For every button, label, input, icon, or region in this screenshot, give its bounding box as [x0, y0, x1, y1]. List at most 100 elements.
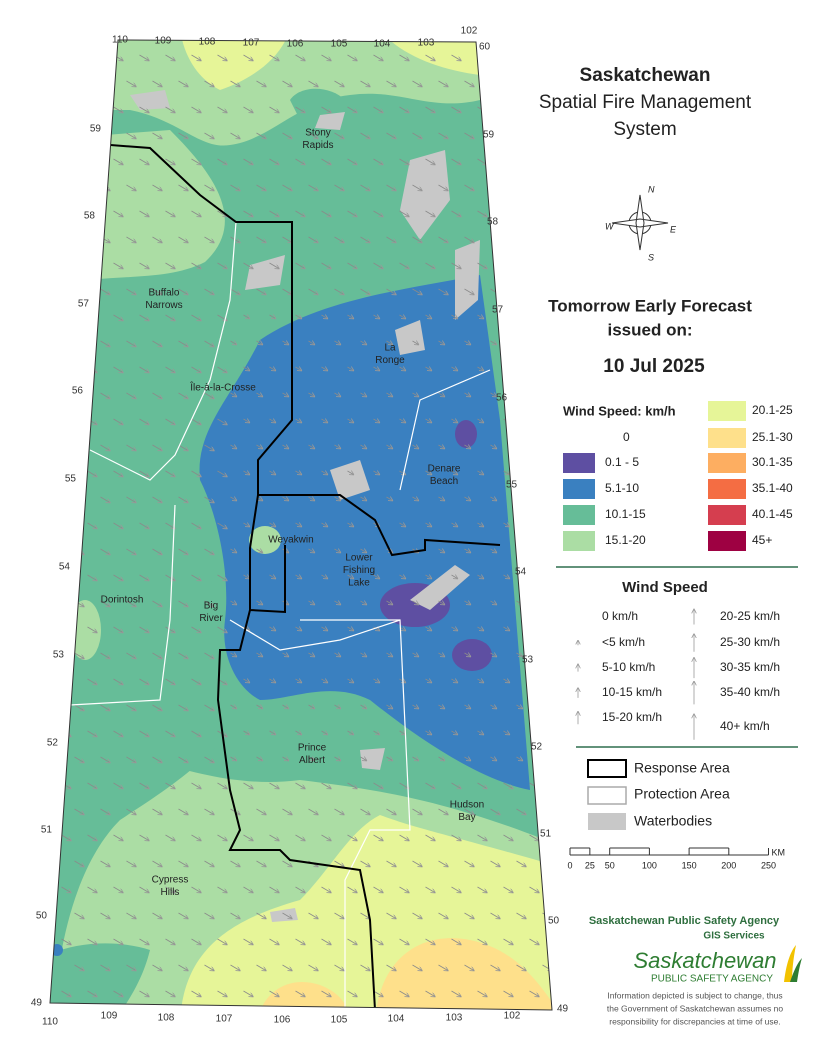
wind-arrow — [425, 262, 435, 269]
wind-arrow — [165, 418, 175, 425]
wind-arrow — [152, 392, 162, 399]
wind-arrow — [425, 367, 432, 371]
wind-arrow — [360, 288, 370, 295]
wind-arrow — [347, 315, 354, 319]
place-label: Rapids — [302, 140, 333, 151]
wind-arrow — [503, 367, 510, 371]
zone — [452, 639, 492, 671]
wind-arrow — [61, 938, 71, 945]
wind-arrow — [529, 834, 539, 841]
legend-swatch — [563, 531, 595, 551]
wind-arrow — [204, 184, 214, 191]
wind-arrow — [373, 834, 383, 841]
wind-arrow — [165, 470, 175, 477]
wind-arrow — [87, 834, 97, 841]
wind-arrow — [269, 782, 279, 789]
wind-arrow — [230, 288, 240, 295]
wind-arrow — [74, 964, 84, 971]
wind-arrow — [438, 445, 445, 449]
wind-arrow — [556, 471, 562, 475]
wind-arrow — [308, 341, 315, 345]
wind-arrow — [191, 678, 201, 685]
wind-arrow — [347, 938, 357, 945]
wind-arrow — [556, 367, 562, 371]
wind-arrow — [295, 315, 302, 319]
wind-arrow — [412, 705, 419, 709]
wind-arrow — [529, 886, 539, 893]
wind-arrow — [464, 705, 471, 709]
wind-arrow — [139, 522, 149, 529]
wind-arrow — [243, 575, 250, 579]
wind-arrow — [152, 548, 162, 555]
coordinate-label: 54 — [515, 567, 527, 578]
wind-arrow — [451, 731, 458, 735]
coordinate-label: 110 — [42, 1017, 58, 1028]
wind-arrow — [204, 600, 214, 607]
scale-label: 100 — [642, 860, 657, 870]
wind-arrow — [113, 626, 123, 633]
wind-arrow — [152, 964, 162, 971]
wind-arrow — [425, 106, 435, 113]
wind-arrow — [451, 367, 458, 371]
wind-arrow — [451, 471, 458, 475]
wind-arrow — [152, 444, 162, 451]
wind-arrow — [126, 80, 136, 87]
wind-arrow — [256, 653, 263, 657]
wind-arrow — [412, 393, 419, 397]
wind-arrow — [464, 964, 474, 971]
place-label: Lower — [345, 553, 373, 564]
wind-arrow — [308, 601, 315, 605]
wind-arrow — [152, 184, 162, 191]
wind-arrow — [269, 990, 279, 997]
wind-arrow — [178, 912, 188, 919]
wind-arrow — [165, 262, 175, 269]
wind-arrow — [230, 445, 237, 449]
wind-arrow — [100, 964, 110, 971]
wind-arrow — [178, 236, 188, 243]
wind-arrow — [542, 860, 552, 867]
coordinate-label: 55 — [506, 480, 518, 491]
place-label: Buffalo — [149, 288, 180, 299]
disclaimer: responsibility for discrepancies at time… — [609, 1016, 781, 1026]
legend-label: 20.1-25 — [752, 403, 793, 417]
wind-arrow — [295, 938, 305, 945]
wind-arrow — [61, 626, 71, 633]
wind-arrow — [74, 340, 84, 347]
wind-arrow — [61, 522, 71, 529]
wind-arrow — [256, 445, 263, 449]
wind-arrow — [542, 601, 549, 605]
wind-arrow — [165, 782, 175, 789]
coordinate-label: 52 — [47, 738, 59, 749]
wind-arrow — [477, 523, 484, 527]
wind-arrow — [204, 288, 214, 295]
wind-arrow — [217, 470, 227, 477]
wind-arrow — [347, 834, 357, 841]
wind-arrow — [360, 705, 367, 709]
wind-arrow — [295, 523, 302, 527]
wind-arrow — [334, 288, 344, 295]
wind-arrow — [113, 730, 123, 737]
wind-arrow — [126, 236, 136, 243]
wind-arrow — [477, 834, 487, 841]
wind-arrow — [178, 756, 188, 763]
coordinate-label: 108 — [158, 1013, 175, 1024]
wind-arrow — [269, 523, 276, 527]
wind-arrow — [217, 522, 227, 529]
wind-arrow — [477, 627, 484, 631]
legend-label: 10.1-15 — [605, 507, 646, 521]
wind-arrow — [412, 808, 422, 815]
scale-label: 250 — [761, 860, 776, 870]
wind-arrow — [503, 315, 510, 319]
legend-title: Wind Speed: km/h — [563, 403, 676, 418]
wind-arrow — [425, 575, 432, 579]
wind-arrow — [217, 574, 227, 581]
coordinate-label: 103 — [418, 38, 435, 49]
wind-arrow — [347, 158, 357, 165]
wind-arrow — [503, 54, 513, 61]
wind-arrow — [126, 444, 136, 451]
wind-arrow — [503, 990, 513, 997]
wind-arrow — [139, 210, 149, 217]
wind-arrow — [321, 627, 328, 631]
wind-arrow — [139, 834, 149, 841]
